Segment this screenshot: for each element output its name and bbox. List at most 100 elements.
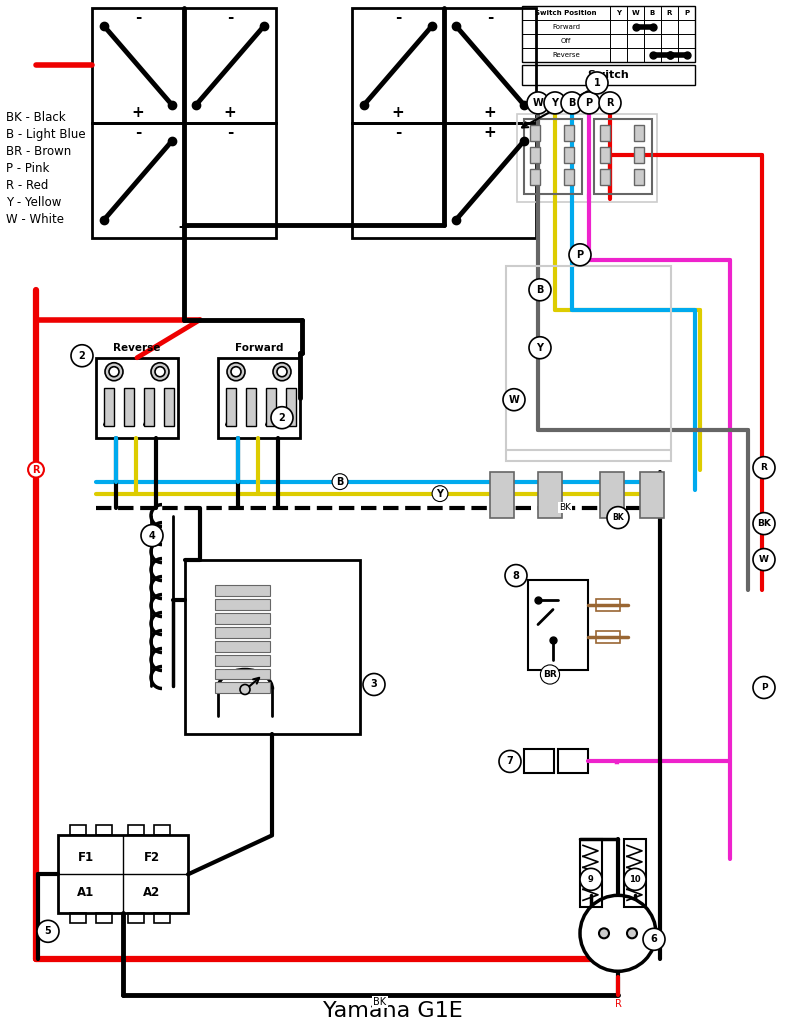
- Text: A2: A2: [143, 886, 160, 899]
- Bar: [144, 388, 154, 426]
- Text: B: B: [336, 476, 343, 486]
- Text: BR - Brown: BR - Brown: [6, 145, 72, 159]
- Bar: [564, 169, 574, 185]
- Text: +: +: [131, 105, 145, 121]
- Text: Forward: Forward: [235, 343, 283, 352]
- Text: 5: 5: [45, 927, 51, 936]
- Text: P: P: [576, 250, 583, 260]
- Circle shape: [627, 929, 637, 938]
- Circle shape: [561, 92, 583, 114]
- Text: BR: BR: [543, 670, 556, 679]
- Bar: [600, 472, 624, 517]
- Bar: [185, 559, 360, 734]
- Text: BK - Black: BK - Black: [6, 112, 65, 124]
- Text: +: +: [483, 105, 497, 121]
- Bar: [266, 388, 276, 426]
- Text: F2: F2: [144, 851, 160, 864]
- Text: P: P: [684, 10, 689, 16]
- Circle shape: [505, 564, 527, 587]
- Text: B - Light Blue: B - Light Blue: [6, 128, 86, 141]
- Text: 10: 10: [629, 874, 641, 884]
- Bar: [154, 913, 170, 924]
- Bar: [558, 750, 588, 773]
- Text: W: W: [759, 555, 769, 564]
- Bar: [634, 146, 644, 163]
- Bar: [624, 840, 646, 907]
- Text: 9: 9: [588, 874, 594, 884]
- Circle shape: [586, 72, 608, 94]
- Circle shape: [643, 929, 665, 950]
- Text: W: W: [509, 394, 520, 404]
- Circle shape: [753, 549, 775, 570]
- Text: R: R: [761, 463, 767, 472]
- Text: +: +: [224, 105, 237, 121]
- Bar: [215, 585, 270, 596]
- Circle shape: [753, 677, 775, 698]
- Bar: [506, 266, 671, 461]
- Circle shape: [105, 362, 123, 381]
- Circle shape: [155, 367, 165, 377]
- Circle shape: [37, 921, 59, 942]
- Text: Forward: Forward: [552, 24, 580, 30]
- Bar: [128, 913, 144, 924]
- Bar: [530, 169, 540, 185]
- Bar: [564, 146, 574, 163]
- Bar: [70, 913, 86, 924]
- Bar: [640, 472, 664, 517]
- Text: 3: 3: [371, 680, 377, 689]
- Bar: [517, 114, 657, 202]
- Text: -: -: [135, 10, 141, 26]
- Circle shape: [580, 895, 656, 972]
- Text: B: B: [568, 98, 575, 108]
- Text: 4: 4: [149, 530, 156, 541]
- Bar: [92, 123, 276, 238]
- Text: +: +: [178, 220, 190, 236]
- Bar: [564, 125, 574, 141]
- Text: BK: BK: [373, 997, 387, 1008]
- Circle shape: [240, 684, 250, 694]
- Circle shape: [527, 92, 549, 114]
- Text: 2: 2: [278, 413, 285, 423]
- Bar: [352, 123, 536, 238]
- Bar: [246, 388, 256, 426]
- Circle shape: [271, 407, 293, 429]
- Circle shape: [231, 367, 241, 377]
- Bar: [490, 472, 514, 517]
- Text: 7: 7: [507, 757, 513, 766]
- Text: +: +: [483, 125, 497, 140]
- Circle shape: [141, 524, 163, 547]
- Text: R - Red: R - Red: [6, 179, 49, 193]
- Circle shape: [578, 92, 600, 114]
- Bar: [524, 750, 554, 773]
- Text: F1: F1: [78, 851, 94, 864]
- Text: 2: 2: [79, 351, 86, 360]
- Text: B: B: [536, 285, 544, 295]
- Text: -: -: [135, 125, 141, 140]
- Bar: [215, 599, 270, 609]
- Text: BK: BK: [559, 503, 571, 512]
- Text: Reverse: Reverse: [113, 343, 160, 352]
- Bar: [528, 580, 588, 670]
- Text: +: +: [391, 105, 404, 121]
- Text: R: R: [615, 999, 622, 1010]
- Text: BK: BK: [612, 513, 624, 522]
- Bar: [600, 125, 610, 141]
- Bar: [215, 612, 270, 624]
- Bar: [215, 641, 270, 651]
- Circle shape: [580, 868, 602, 890]
- Bar: [352, 8, 444, 123]
- Bar: [215, 627, 270, 638]
- Circle shape: [753, 457, 775, 478]
- Circle shape: [277, 367, 287, 377]
- Circle shape: [109, 367, 119, 377]
- Circle shape: [599, 92, 621, 114]
- Text: Yamaha G1E: Yamaha G1E: [323, 1001, 463, 1021]
- Circle shape: [227, 362, 245, 381]
- Text: Off: Off: [561, 38, 571, 44]
- Bar: [215, 669, 270, 680]
- Bar: [70, 825, 86, 836]
- Text: 6: 6: [651, 934, 657, 944]
- Bar: [444, 8, 536, 123]
- Text: Y: Y: [552, 98, 559, 108]
- Text: P: P: [761, 683, 767, 692]
